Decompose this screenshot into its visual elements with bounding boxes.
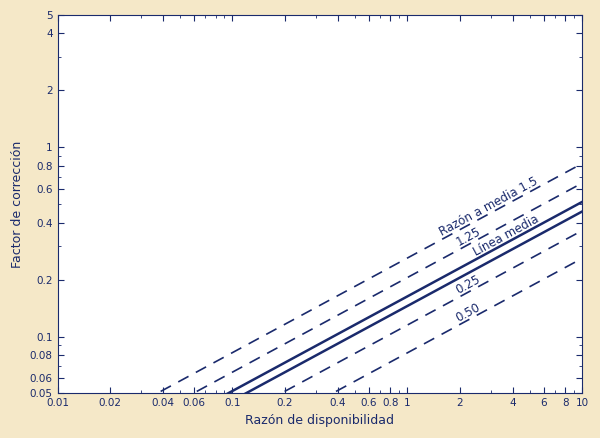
- Y-axis label: Factor de corrección: Factor de corrección: [11, 141, 24, 268]
- Text: 1.25: 1.25: [454, 225, 483, 249]
- X-axis label: Razón de disponibilidad: Razón de disponibilidad: [245, 414, 394, 427]
- Text: Razón a media 1.5: Razón a media 1.5: [437, 175, 540, 239]
- Text: 0.50: 0.50: [454, 300, 483, 325]
- Text: Línea media: Línea media: [471, 213, 541, 259]
- Text: 0.25: 0.25: [454, 273, 483, 297]
